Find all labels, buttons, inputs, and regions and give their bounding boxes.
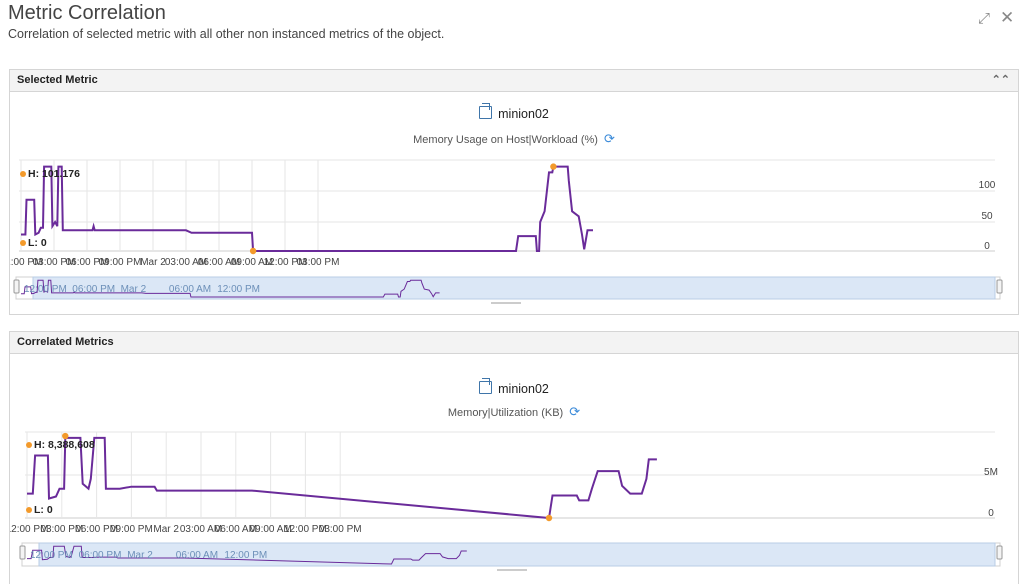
- navigator-left-handle[interactable]: [19, 545, 26, 560]
- navigator-right-handle[interactable]: [996, 279, 1003, 294]
- object-name: minion02: [498, 382, 549, 396]
- x-tick-label: 09:00 PM: [99, 257, 142, 268]
- y-tick-label: 50: [981, 211, 993, 222]
- navigator-tick-label: 12:00 PM: [30, 550, 73, 561]
- navigator-tick-label: 06:00 AM: [169, 284, 211, 295]
- navigator-tick-label: 12:00 PM: [224, 550, 267, 561]
- object-title: minion02: [10, 103, 1018, 121]
- x-tick-label: 09:00 AM: [231, 257, 273, 268]
- virtual-machine-icon: [479, 103, 493, 119]
- x-tick-label: 12:00 PM: [264, 257, 307, 268]
- x-tick-label: 09:00 PM: [110, 524, 153, 535]
- navigator-tick-label: 12:00 PM: [24, 284, 67, 295]
- x-tick-label: 12:00 PM: [10, 524, 48, 535]
- navigator-left-handle[interactable]: [13, 279, 20, 294]
- series-line: [21, 165, 593, 252]
- navigator-tick-label: 06:00 PM: [79, 550, 122, 561]
- x-tick-label: 03:00 PM: [319, 524, 362, 535]
- selected-metric-header[interactable]: Selected Metric ⌃⌃: [10, 70, 1018, 92]
- high-marker-dot: [20, 171, 26, 177]
- metric-name: Memory|Utilization (KB): [447, 407, 564, 419]
- navigator-right-handle[interactable]: [996, 545, 1003, 560]
- x-tick-label: 03:00 PM: [297, 257, 340, 268]
- x-tick-label: Mar 2: [153, 524, 179, 535]
- navigator-window[interactable]: [32, 276, 996, 300]
- correlated-metrics-panel: Correlated Metrics minion02 Memory|Utili…: [9, 331, 1019, 584]
- navigator-tick-label: Mar 2: [127, 550, 153, 561]
- page-subtitle: Correlation of selected metric with all …: [8, 27, 445, 41]
- metric-title: Memory|Utilization (KB) ⟳: [10, 404, 1018, 420]
- refresh-icon[interactable]: ⟳: [569, 404, 581, 419]
- extreme-marker: [62, 432, 69, 440]
- extreme-marker: [249, 247, 257, 255]
- x-tick-label: 06:00 AM: [198, 257, 240, 268]
- extreme-marker: [550, 163, 557, 170]
- low-marker-dot: [20, 240, 26, 246]
- x-tick-label: 03:00 AM: [180, 524, 222, 535]
- correlated-metrics-header-label: Correlated Metrics: [17, 336, 114, 348]
- object-title: minion02: [10, 378, 1018, 396]
- y-tick-label: 0: [988, 508, 994, 519]
- extreme-marker: [545, 514, 553, 522]
- metric-name: Memory Usage on Host|Workload (%): [413, 134, 598, 146]
- x-tick-label: Mar 2: [140, 257, 166, 268]
- high-label: H: 101.176: [28, 168, 80, 180]
- x-tick-label: 12:00 PM: [284, 524, 327, 535]
- correlated-metrics-header[interactable]: Correlated Metrics: [10, 332, 1018, 354]
- x-tick-label: 03:00 PM: [40, 524, 83, 535]
- x-tick-label: 03:00 AM: [165, 257, 207, 268]
- object-name: minion02: [498, 107, 549, 121]
- navigator-tick-label: 12:00 PM: [217, 284, 260, 295]
- navigator-tick-label: 06:00 PM: [72, 284, 115, 295]
- high-marker-dot: [26, 442, 32, 448]
- high-label: H: 8,388,608: [34, 439, 95, 451]
- metric-title: Memory Usage on Host|Workload (%) ⟳: [10, 131, 1018, 147]
- low-label: L: 0: [34, 504, 53, 516]
- navigator-tick-label: Mar 2: [121, 284, 147, 295]
- x-tick-label: 09:00 AM: [249, 524, 291, 535]
- x-tick-label: 03:00 PM: [33, 257, 76, 268]
- virtual-machine-icon: [479, 378, 493, 394]
- low-marker-dot: [26, 507, 32, 513]
- close-icon[interactable]: ✕: [1000, 8, 1015, 27]
- selected-metric-panel: Selected Metric ⌃⌃ minion02 Memory Usage…: [9, 69, 1019, 315]
- navigator-tick-label: 06:00 AM: [176, 550, 218, 561]
- low-label: L: 0: [28, 237, 47, 249]
- series-line: [27, 436, 657, 520]
- x-tick-label: 06:00 AM: [215, 524, 257, 535]
- expand-icon[interactable]: ⤢: [978, 10, 991, 27]
- collapse-icon[interactable]: ⌃⌃: [991, 74, 1010, 86]
- navigator-line: [27, 545, 467, 565]
- x-tick-label: 06:00 PM: [75, 524, 118, 535]
- x-tick-label: 06:00 PM: [66, 257, 109, 268]
- y-tick-label: 100: [979, 180, 996, 191]
- y-tick-label: 5M: [984, 467, 998, 478]
- navigator-line: [21, 279, 440, 298]
- y-tick-label: 0: [984, 241, 990, 252]
- refresh-icon[interactable]: ⟳: [603, 131, 615, 146]
- x-tick-label: 12:00 PM: [10, 257, 42, 268]
- page-title: Metric Correlation: [8, 2, 166, 24]
- selected-metric-header-label: Selected Metric: [17, 74, 98, 86]
